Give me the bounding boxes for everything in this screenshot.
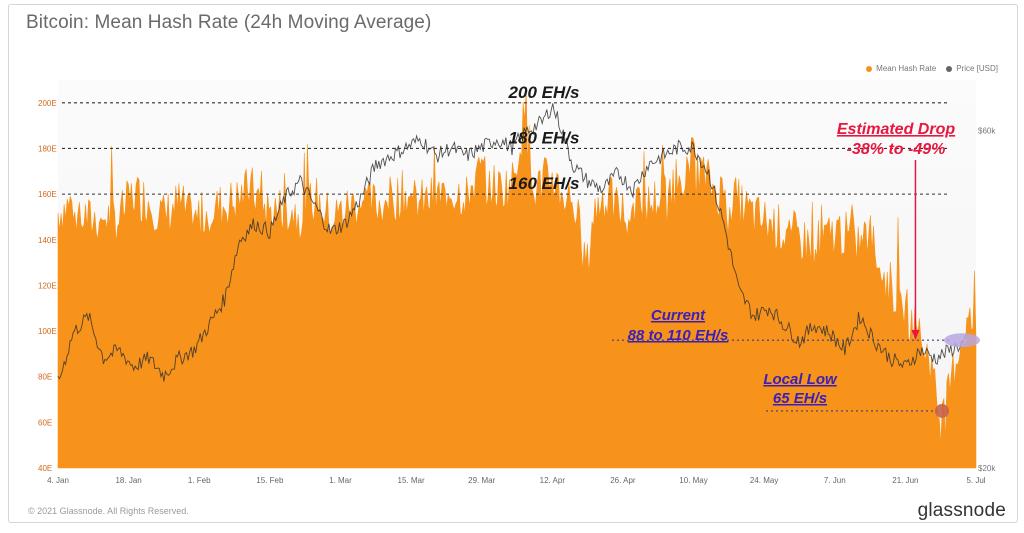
- local-low-label: Local Low: [763, 371, 838, 388]
- current-range-label: 88 to 110 EH/s: [628, 327, 729, 344]
- y-tick-label: 160E: [38, 190, 57, 199]
- price-line: [57, 103, 967, 382]
- y-tick-label: 140E: [38, 236, 57, 245]
- copyright-footer: © 2021 Glassnode. All Rights Reserved.: [28, 506, 189, 516]
- legend-label-price: Price [USD]: [956, 64, 998, 73]
- local-low-value: 65 EH/s: [773, 390, 827, 407]
- hash-rate-area: [57, 88, 977, 469]
- x-tick-label: 29. Mar: [468, 476, 495, 485]
- estimated-drop-label: Estimated Drop: [837, 121, 955, 138]
- legend: Mean Hash Rate Price [USD]: [866, 64, 998, 73]
- glassnode-logo: glassnode: [917, 500, 1006, 521]
- y-tick-label: 100E: [38, 327, 57, 336]
- y-tick-label: 60E: [38, 418, 52, 427]
- ref-label-200: 200 EH/s: [508, 83, 580, 102]
- x-tick-label: 1. Feb: [188, 476, 211, 485]
- ref-label-180: 180 EH/s: [509, 128, 580, 147]
- x-tick-label: 1. Mar: [329, 476, 352, 485]
- y-tick-label: 180E: [38, 144, 57, 153]
- ref-label-160: 160 EH/s: [509, 174, 580, 193]
- y-tick-label: 200E: [38, 99, 57, 108]
- current-label: Current: [651, 307, 706, 324]
- axis-layer: 40E 60E 80E 100E 120E 140E 160E 180E 200E $20k $60…: [38, 99, 996, 485]
- annotation-layer: 200 EH/s 180 EH/s 160 EH/s Estimated Drop -3…: [62, 83, 980, 418]
- chart-title: Bitcoin: Mean Hash Rate (24h Moving Aver…: [26, 12, 432, 33]
- x-tick-label: 4. Jan: [47, 476, 69, 485]
- legend-swatch-hash: [866, 65, 873, 72]
- y-right-tick-label: $20k: [978, 464, 996, 473]
- x-tick-label: 18. Jan: [115, 476, 141, 485]
- x-tick-label: 26. Apr: [610, 476, 636, 485]
- estimated-drop-arrowhead: [911, 330, 920, 340]
- y-right-tick-label: $60k: [978, 127, 996, 136]
- legend-label-hash: Mean Hash Rate: [876, 64, 937, 73]
- legend-item-hash[interactable]: Mean Hash Rate: [866, 64, 936, 73]
- x-tick-label: 10. May: [679, 476, 707, 485]
- legend-item-price[interactable]: Price [USD]: [946, 64, 998, 73]
- y-tick-label: 40E: [38, 464, 52, 473]
- price-line-layer: [57, 103, 967, 382]
- hash-rate-area-layer: [57, 88, 977, 469]
- y-tick-label: 120E: [38, 281, 57, 290]
- legend-swatch-price: [946, 65, 953, 72]
- x-tick-label: 21. Jun: [892, 476, 918, 485]
- x-tick-label: 15. Feb: [256, 476, 284, 485]
- x-tick-label: 24. May: [750, 476, 778, 485]
- y-tick-label: 80E: [38, 373, 52, 382]
- x-tick-label: 7. Jun: [824, 476, 846, 485]
- x-tick-label: 15. Mar: [398, 476, 425, 485]
- x-tick-label: 12. Apr: [540, 476, 566, 485]
- current-highlight-marker: [944, 333, 980, 348]
- estimated-drop-range: -38% to -49%: [847, 141, 946, 158]
- x-tick-label: 5. Jul: [966, 476, 985, 485]
- local-low-marker: [935, 403, 949, 418]
